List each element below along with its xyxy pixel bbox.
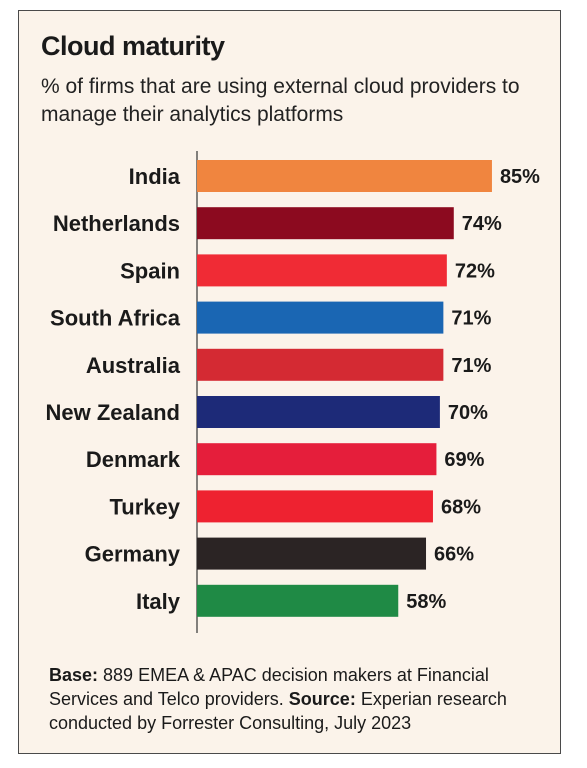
value-label-turkey: 68% <box>441 496 481 518</box>
category-label-spain: Spain <box>120 258 180 283</box>
value-label-spain: 72% <box>455 260 495 282</box>
bar-italy <box>197 584 399 617</box>
category-label-turkey: Turkey <box>109 494 180 519</box>
source-text: Experian research conducted by Forrester… <box>49 689 507 733</box>
value-label-australia: 71% <box>451 355 491 377</box>
chart-footnote: Base: 889 EMEA & APAC decision makers at… <box>49 663 549 735</box>
chart-title: Cloud maturity <box>41 31 225 61</box>
category-label-india: India <box>129 164 181 189</box>
bar-germany <box>197 537 427 570</box>
bar-australia <box>197 348 444 381</box>
category-label-south-africa: South Africa <box>50 306 181 331</box>
value-label-netherlands: 74% <box>462 213 502 235</box>
bar-spain <box>197 254 447 287</box>
base-label: Base: <box>49 665 99 685</box>
bar-south-africa <box>197 301 444 334</box>
bar-netherlands <box>197 207 454 240</box>
value-label-india: 85% <box>500 166 540 188</box>
bar-chart: India 85% Netherlands 74% Spain 72% South Afri… <box>46 151 540 633</box>
category-label-new-zealand: New Zealand <box>46 400 180 425</box>
category-label-germany: Germany <box>85 542 181 567</box>
category-label-australia: Australia <box>86 353 181 378</box>
base-text: 889 EMEA & APAC decision makers at Finan… <box>49 665 489 709</box>
value-label-italy: 58% <box>406 591 446 613</box>
chart-subtitle: % of firms that are using external cloud… <box>41 75 520 126</box>
category-label-italy: Italy <box>136 589 181 614</box>
chart-card: Cloud maturity % of firms that are using… <box>18 10 561 754</box>
value-label-denmark: 69% <box>444 449 484 471</box>
source-label: Source: <box>283 689 356 709</box>
value-label-new-zealand: 70% <box>448 402 488 424</box>
category-label-denmark: Denmark <box>86 447 181 472</box>
bar-turkey <box>197 490 433 523</box>
bar-new-zealand <box>197 396 440 428</box>
category-label-netherlands: Netherlands <box>53 211 180 236</box>
value-label-south-africa: 71% <box>451 308 491 330</box>
value-label-germany: 66% <box>434 544 474 566</box>
bar-india <box>197 160 492 192</box>
bar-denmark <box>197 443 437 476</box>
